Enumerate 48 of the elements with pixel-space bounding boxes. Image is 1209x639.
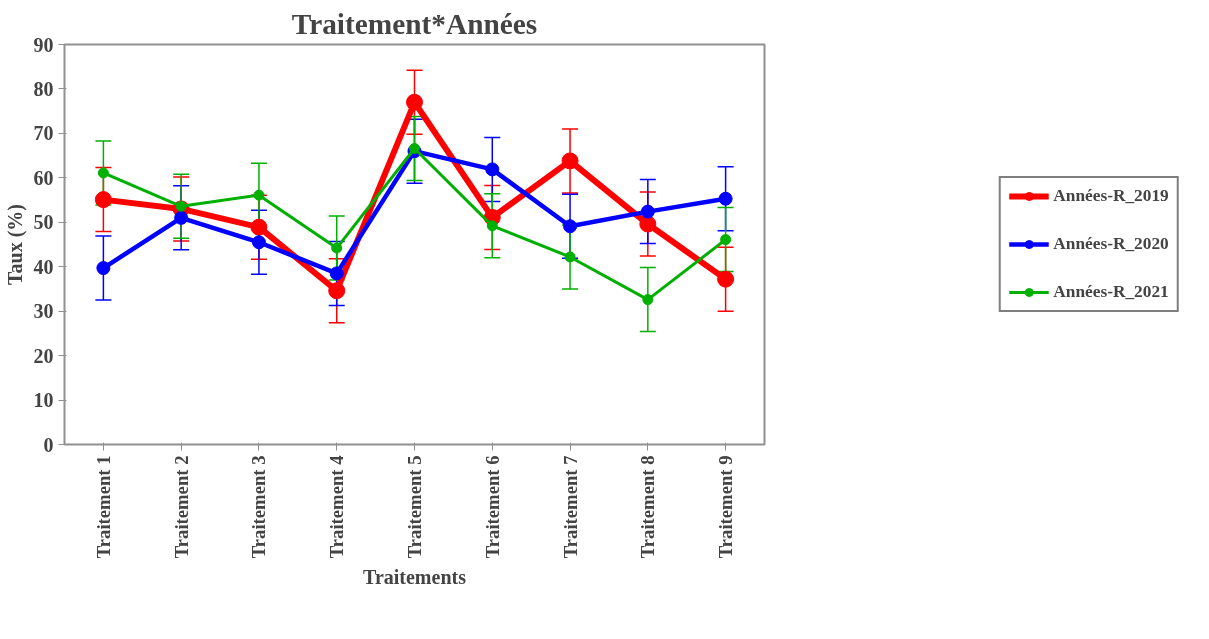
x-tick-label: Traitement 7	[559, 455, 581, 559]
legend-label: Années-R_2019	[1053, 186, 1169, 206]
point	[563, 219, 578, 234]
chart-title: Traitement*Années	[291, 7, 538, 40]
point	[409, 143, 420, 154]
point	[564, 251, 576, 263]
point	[720, 234, 732, 246]
legend-label: Années-R_2021	[1053, 282, 1169, 302]
point	[486, 220, 498, 232]
point	[406, 93, 423, 111]
x-tick-label: Traitement 1	[92, 455, 114, 559]
x-tick-label: Traitement 6	[481, 455, 503, 559]
y-tick-label: 40	[33, 255, 54, 278]
legend-label: Années-R_2020	[1053, 234, 1169, 254]
x-tick-label: Traitement 4	[326, 455, 348, 559]
point	[174, 210, 189, 225]
point	[718, 191, 733, 206]
point	[96, 261, 111, 276]
point	[331, 242, 343, 254]
point	[561, 152, 579, 170]
y-tick-label: 0	[43, 433, 54, 456]
x-tick-label: Traitement 5	[404, 455, 425, 559]
y-tick-label: 60	[33, 166, 54, 189]
x-tick-label: Traitement 9	[715, 455, 737, 559]
x-tick-label: Traitement 3	[248, 455, 270, 559]
y-tick-label: 10	[33, 389, 54, 412]
point	[253, 189, 265, 201]
point	[328, 282, 346, 300]
point	[250, 218, 268, 236]
point	[251, 235, 266, 250]
x-tick-label: Traitement 8	[637, 455, 659, 559]
point	[642, 294, 654, 306]
y-tick-label: 30	[33, 300, 54, 323]
point	[97, 167, 109, 179]
y-axis-title: Taux (%)	[3, 204, 27, 285]
point	[640, 204, 655, 219]
point	[94, 191, 112, 209]
y-tick-label: 70	[33, 122, 54, 145]
y-tick-label: 20	[33, 344, 54, 367]
point	[485, 162, 500, 177]
y-tick-label: 80	[33, 77, 54, 100]
x-axis-title: Traitements	[363, 566, 467, 589]
point	[639, 215, 657, 233]
y-tick-label: 90	[33, 33, 54, 56]
y-tick-label: 50	[33, 211, 54, 234]
point	[329, 266, 344, 281]
x-tick-label: Traitement 2	[170, 455, 192, 559]
point	[717, 270, 735, 288]
